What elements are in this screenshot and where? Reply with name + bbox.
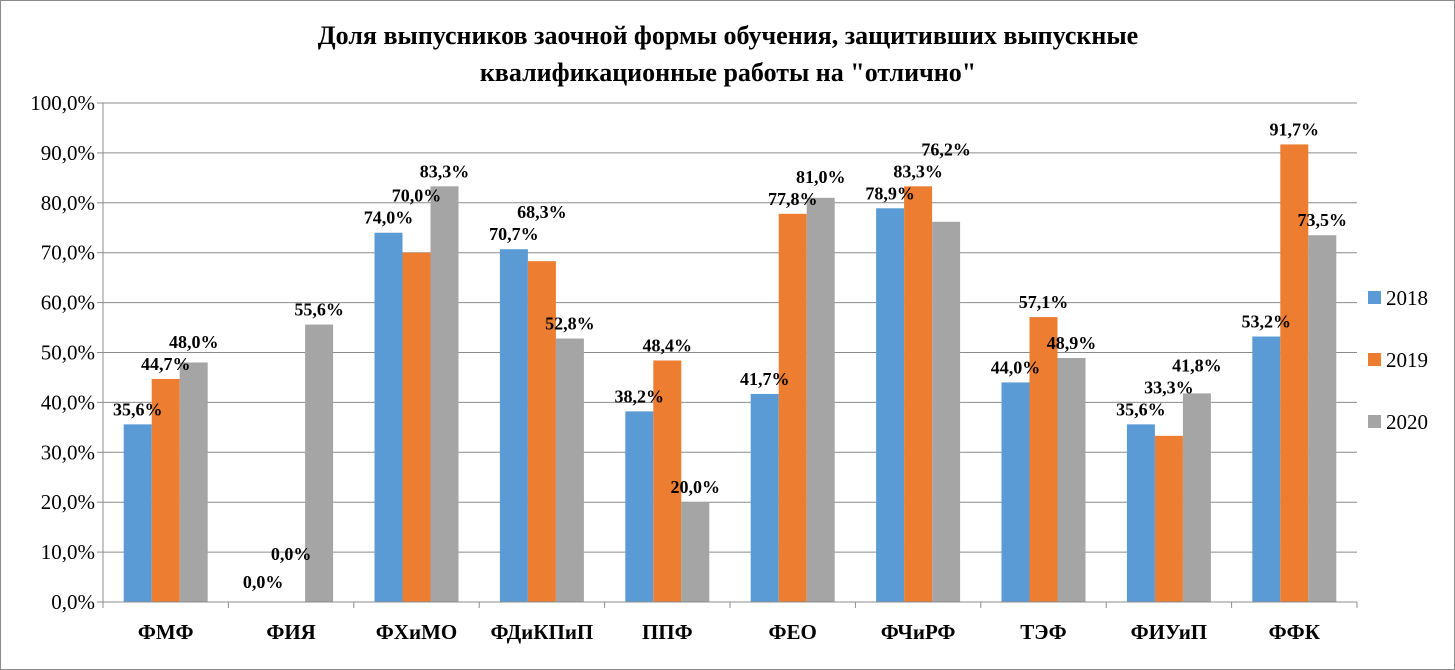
legend: 2018 2019 2020: [1368, 286, 1428, 434]
chart-title-line-1: Доля выпусников заочной формы обучения, …: [318, 21, 1138, 50]
bar-2020: [555, 338, 584, 602]
legend-swatch: [1368, 415, 1381, 428]
bar-2018: [374, 232, 403, 603]
bar-2020: [305, 324, 334, 602]
data-label: 0,0%: [243, 572, 284, 592]
bar-2020: [681, 502, 710, 602]
chart-title-line-2: квалификационные работы на "отлично": [480, 58, 976, 87]
bar-2020: [806, 197, 835, 602]
bar-2018: [1001, 382, 1030, 602]
data-label: 48,0%: [169, 332, 219, 352]
bar-2019: [1029, 317, 1058, 602]
data-label: 83,3%: [893, 161, 943, 181]
bar-2018: [876, 208, 905, 602]
bar-2018: [499, 249, 528, 602]
data-label: 83,3%: [420, 161, 470, 181]
x-category-label: ФХиМО: [376, 620, 457, 644]
legend-swatch: [1368, 353, 1381, 366]
data-label: 70,0%: [392, 186, 442, 206]
x-category-label: ППФ: [642, 620, 693, 644]
y-tick-label: 40,0%: [41, 390, 95, 414]
data-label: 0,0%: [271, 544, 312, 564]
y-tick-label: 50,0%: [41, 341, 95, 365]
data-label: 74,0%: [364, 208, 414, 228]
y-tick-label: 80,0%: [41, 191, 95, 215]
y-tick-label: 90,0%: [41, 141, 95, 165]
data-label: 81,0%: [796, 167, 846, 187]
x-category-label: ФМФ: [138, 620, 194, 644]
y-tick-label: 20,0%: [41, 490, 95, 514]
axes: [97, 102, 1358, 608]
bar-2018: [123, 424, 152, 602]
bar-2020: [1308, 235, 1337, 603]
data-label: 33,3%: [1144, 377, 1194, 397]
data-label: 52,8%: [545, 314, 595, 334]
bar-2019: [904, 186, 933, 602]
data-labels: 35,6% 44,7%48,0% 0,0% 0,0% 55,6% 74,0%70,0% 83…: [113, 119, 1347, 592]
data-label: 35,6%: [113, 399, 163, 419]
y-tick-label: 70,0%: [41, 241, 95, 265]
y-tick-label: 0,0%: [51, 590, 95, 614]
x-category-label: ФЧиРФ: [881, 620, 956, 644]
data-label: 41,7%: [740, 369, 790, 389]
bar-2019: [653, 360, 682, 602]
chart-title: Доля выпусников заочной формы обучения, …: [318, 21, 1138, 87]
data-label: 35,6%: [1116, 399, 1166, 419]
y-tick-label: 100,0%: [30, 91, 95, 115]
x-category-label: ФИЯ: [266, 620, 316, 644]
bar-2020: [430, 186, 459, 602]
data-label: 55,6%: [294, 300, 344, 320]
x-category-label: ФФК: [1269, 620, 1321, 644]
legend-swatch: [1368, 291, 1381, 304]
x-category-label: ТЭФ: [1020, 620, 1066, 644]
data-label: 68,3%: [517, 202, 567, 222]
data-label: 70,7%: [489, 224, 539, 244]
bar-2020: [1182, 393, 1211, 602]
bar-2019: [1280, 144, 1309, 603]
data-label: 44,0%: [991, 357, 1041, 377]
data-label: 38,2%: [615, 386, 665, 406]
bar-2019: [151, 378, 180, 602]
y-tick-label: 10,0%: [41, 540, 95, 564]
data-label: 48,4%: [643, 335, 693, 355]
bar-2019: [402, 252, 431, 602]
bar-2020: [179, 362, 208, 602]
bar-2018: [1252, 336, 1281, 602]
data-label: 48,9%: [1047, 333, 1097, 353]
legend-label: 2018: [1386, 286, 1428, 310]
bar-2019: [778, 213, 807, 602]
legend-label: 2020: [1386, 410, 1428, 434]
y-axis-ticks: 0,0% 10,0% 20,0% 30,0% 40,0% 50,0% 60,0% 70,0% 8…: [30, 91, 95, 614]
data-label: 78,9%: [865, 183, 915, 203]
bar-2019: [1154, 435, 1183, 602]
x-category-label: ФДиКПиП: [491, 620, 594, 644]
data-label: 41,8%: [1172, 355, 1222, 375]
bars: [123, 144, 1337, 603]
x-category-label: ФЕО: [769, 620, 817, 644]
x-category-label: ФИУиП: [1131, 620, 1208, 644]
bar-2018: [1126, 424, 1155, 602]
data-label: 20,0%: [671, 477, 721, 497]
bar-2018: [625, 411, 654, 602]
data-label: 44,7%: [141, 354, 191, 374]
legend-label: 2019: [1386, 348, 1428, 372]
y-tick-label: 30,0%: [41, 440, 95, 464]
y-tick-label: 60,0%: [41, 291, 95, 315]
bar-2020: [1057, 357, 1086, 602]
bar-2019: [527, 261, 556, 602]
bar-2020: [932, 221, 961, 602]
bar-2018: [750, 393, 779, 602]
data-label: 57,1%: [1019, 292, 1069, 312]
data-label: 73,5%: [1298, 210, 1348, 230]
data-label: 77,8%: [768, 189, 818, 209]
data-label: 53,2%: [1242, 312, 1292, 332]
data-label: 91,7%: [1270, 119, 1320, 139]
x-axis-categories: ФМФ ФИЯ ФХиМО ФДиКПиП ППФ ФЕО ФЧиРФ ТЭФ ФИУиП ФФК: [138, 620, 1321, 644]
data-label: 76,2%: [921, 139, 971, 159]
